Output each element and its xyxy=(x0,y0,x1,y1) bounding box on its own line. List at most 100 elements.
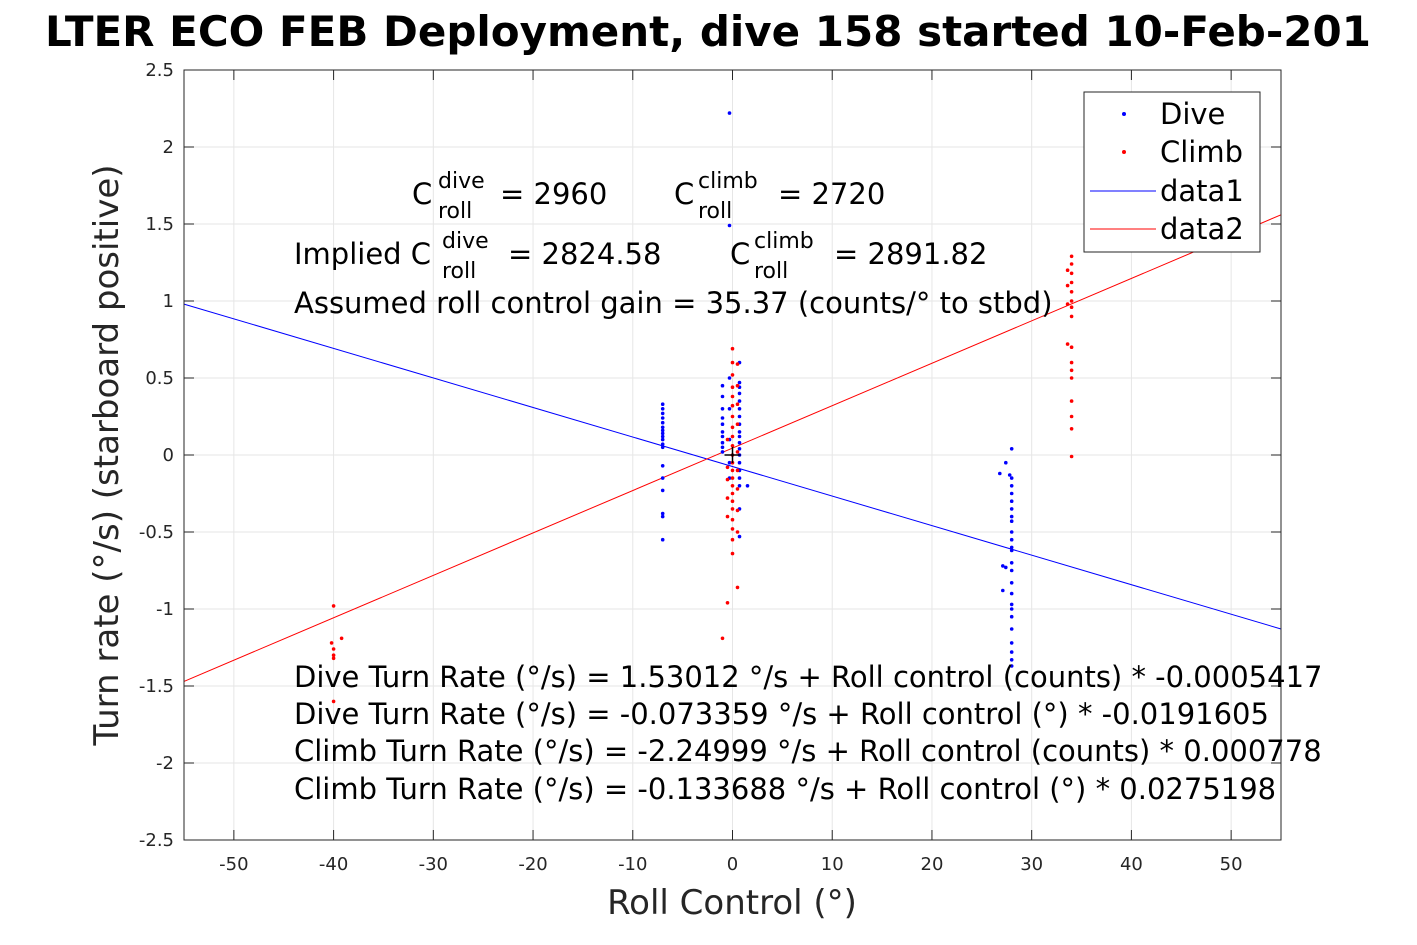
x-tick-label: 30 xyxy=(1020,854,1043,875)
dive-point xyxy=(1009,514,1014,519)
climb-point xyxy=(730,346,735,351)
climb-point xyxy=(1069,427,1074,431)
x-tick-label: 10 xyxy=(821,854,844,875)
climb-point xyxy=(730,425,735,430)
climb-point xyxy=(331,699,336,704)
climb-point xyxy=(730,360,735,365)
dive-point xyxy=(727,376,732,380)
x-tick-label: -40 xyxy=(319,854,348,875)
climb-point xyxy=(730,403,735,408)
climb-point xyxy=(730,434,735,439)
climb-point xyxy=(1069,454,1074,459)
climb-point xyxy=(730,484,735,488)
dive-point xyxy=(1009,658,1014,662)
dive-point xyxy=(1001,564,1005,568)
implied-label: Implied C xyxy=(294,237,431,271)
dive-point xyxy=(737,399,742,403)
climb-point xyxy=(735,402,740,407)
dive-point xyxy=(1009,561,1014,565)
climb-point xyxy=(1069,376,1074,380)
implied-climb-value: = 2891.82 xyxy=(834,237,987,271)
dive-point xyxy=(1009,530,1014,534)
axes-box xyxy=(183,69,1282,841)
climb-point xyxy=(331,604,336,608)
fit-line-data1 xyxy=(183,303,1282,630)
c-roll-dive-sub: roll xyxy=(438,199,472,224)
climb-point xyxy=(735,362,740,366)
dive-point xyxy=(1009,641,1014,645)
climb-point xyxy=(730,527,735,531)
climb-point xyxy=(735,468,740,473)
c-roll-climb-prefix: C xyxy=(674,177,694,211)
climb-point xyxy=(735,487,740,491)
dive-point xyxy=(1009,537,1014,542)
dive-point xyxy=(660,437,665,442)
dive-point xyxy=(737,484,742,488)
c-roll-climb-sup: climb xyxy=(698,169,758,194)
y-tick-label: 0.5 xyxy=(145,368,174,389)
climb-point xyxy=(735,508,740,513)
x-tick-label: -50 xyxy=(219,854,248,875)
climb-point xyxy=(730,551,735,556)
dive-point xyxy=(660,416,665,420)
climb-point xyxy=(730,414,735,419)
c-roll-climb-sub: roll xyxy=(698,199,732,224)
climb-point xyxy=(730,507,735,511)
dive-point xyxy=(1009,447,1014,451)
dive-point xyxy=(1009,545,1014,550)
climb-point xyxy=(331,647,336,651)
climb-point xyxy=(720,636,725,641)
x-axis-label: Roll Control (°) xyxy=(607,883,857,923)
equation-line: Climb Turn Rate (°/s) = -2.24999 °/s + R… xyxy=(294,734,1322,768)
climb-point xyxy=(730,491,735,496)
dive-point xyxy=(720,434,725,439)
origin-marker xyxy=(724,447,741,463)
dive-point xyxy=(737,391,742,396)
dive-point xyxy=(720,430,725,434)
dive-point xyxy=(1001,588,1005,593)
x-tick-label: 50 xyxy=(1220,854,1243,875)
climb-point xyxy=(725,496,730,500)
dive-point xyxy=(660,514,665,519)
dive-point xyxy=(737,476,742,480)
dive-point xyxy=(737,460,742,465)
dive-point xyxy=(737,430,742,434)
dive-point xyxy=(660,411,665,416)
dive-point xyxy=(1009,602,1014,607)
climb-point xyxy=(1065,302,1070,306)
climb-point xyxy=(1065,268,1070,273)
dive-point xyxy=(998,471,1002,476)
axes-frame xyxy=(183,69,1282,841)
x-tick-label: 40 xyxy=(1120,854,1143,875)
dive-point xyxy=(720,416,725,420)
dive-point xyxy=(1009,499,1014,504)
climb-point xyxy=(1069,368,1074,373)
climb-point xyxy=(1069,271,1074,276)
c-roll-annotation: C dive roll = 2960 C climb roll = 2720 xyxy=(412,169,885,224)
data-points xyxy=(329,111,1074,704)
dive-point xyxy=(720,450,725,454)
dive-point xyxy=(737,440,742,445)
implied-annotation: Implied C dive roll = 2824.58 C climb ro… xyxy=(294,229,987,284)
equation-line: Dive Turn Rate (°/s) = -0.073359 °/s + R… xyxy=(294,697,1269,731)
climb-point xyxy=(1069,299,1074,303)
dive-point xyxy=(1009,627,1014,631)
dive-point xyxy=(727,460,732,465)
y-tick-labels: 2.5 2 1.5 1 0.5 0 -0.5 -1 -1.5 -2 -2.5 xyxy=(139,60,174,851)
dive-point xyxy=(720,383,725,388)
climb-point xyxy=(725,514,730,519)
dive-point xyxy=(727,407,732,411)
c-roll-dive-value: = 2960 xyxy=(500,177,607,211)
legend-box xyxy=(1083,91,1261,253)
x-tick-labels: -50 -40 -30 -20 -10 0 10 20 30 40 50 xyxy=(219,854,1242,875)
climb-point xyxy=(331,653,336,657)
dive-point xyxy=(660,420,665,425)
legend-data1-label: data1 xyxy=(1160,174,1244,208)
dive-point xyxy=(737,434,742,439)
climb-point xyxy=(730,444,735,448)
dive-point xyxy=(660,511,665,516)
dive-point xyxy=(720,445,725,450)
climb-point xyxy=(725,477,730,482)
dive-point xyxy=(1009,519,1014,523)
dive-point xyxy=(660,442,665,447)
